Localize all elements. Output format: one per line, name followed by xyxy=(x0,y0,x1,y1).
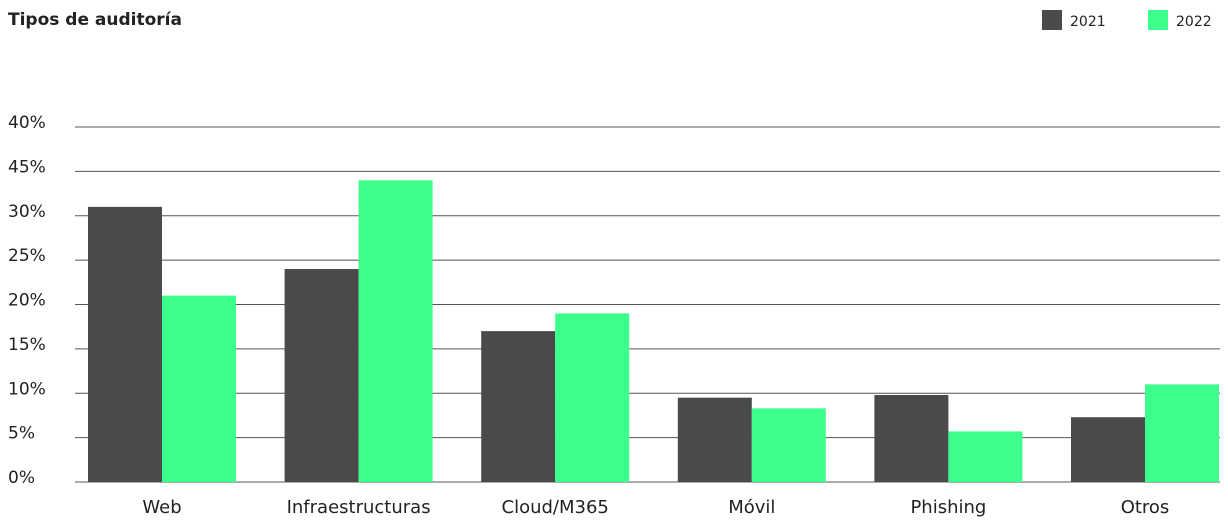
x-tick-label: Otros xyxy=(1121,497,1170,518)
y-tick-label: 15% xyxy=(8,335,46,355)
legend-label: 2021 xyxy=(1070,14,1106,30)
bar xyxy=(162,295,236,482)
legend-label: 2022 xyxy=(1176,14,1212,30)
bar xyxy=(1145,384,1219,482)
y-tick-label: 45% xyxy=(8,157,46,177)
bar xyxy=(1071,417,1145,482)
x-tick-label: Phishing xyxy=(910,497,986,518)
y-tick-label: 0% xyxy=(8,468,35,488)
bar xyxy=(555,313,630,482)
bar xyxy=(874,395,949,482)
legend-swatch xyxy=(1148,10,1168,30)
legend-swatch xyxy=(1042,10,1062,30)
chart-title: Tipos de auditoría xyxy=(8,10,182,30)
bar xyxy=(481,331,556,482)
bar xyxy=(677,397,752,482)
bar xyxy=(948,431,1023,482)
bar xyxy=(284,269,359,482)
x-tick-label: Web xyxy=(142,497,181,518)
y-tick-label: 5% xyxy=(8,424,35,444)
x-tick-label: Móvil xyxy=(728,497,775,518)
bar xyxy=(88,206,162,482)
x-tick-label: Cloud/M365 xyxy=(502,497,609,518)
y-tick-label: 40% xyxy=(8,113,46,133)
y-tick-label: 30% xyxy=(8,202,46,222)
x-tick-label: Infraestructuras xyxy=(287,497,431,518)
y-tick-label: 25% xyxy=(8,246,46,266)
bar xyxy=(358,180,433,482)
y-tick-label: 20% xyxy=(8,291,46,311)
bar xyxy=(751,408,826,482)
y-tick-label: 10% xyxy=(8,379,46,399)
